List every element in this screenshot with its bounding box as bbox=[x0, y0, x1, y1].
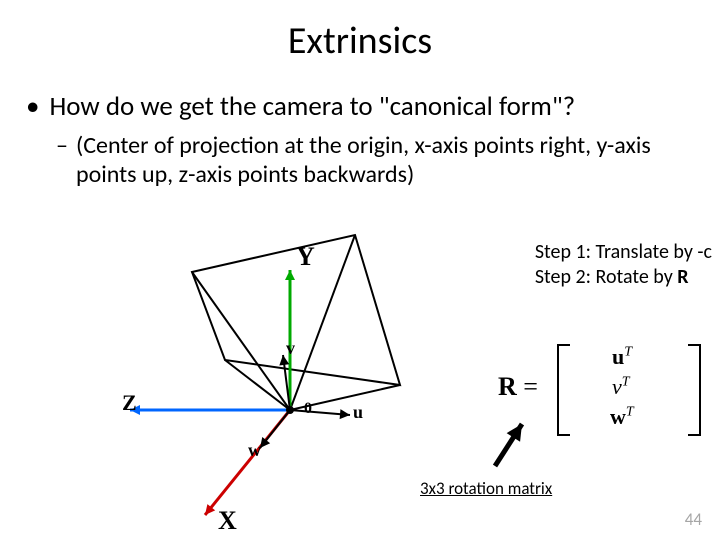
label-origin: 0 bbox=[304, 400, 312, 418]
label-Z: Z bbox=[122, 390, 137, 416]
vT-v: v bbox=[612, 374, 622, 399]
label-R-eq: R = bbox=[498, 372, 538, 402]
label-Y: Y bbox=[296, 242, 315, 272]
wT-w: w bbox=[610, 404, 626, 429]
R-letter: R bbox=[498, 372, 517, 401]
bullet-dot: • bbox=[26, 90, 39, 123]
step2-line: Step 2: Rotate by R bbox=[535, 265, 712, 290]
step1-text: Step 1: Translate by -c bbox=[535, 240, 712, 265]
label-X: X bbox=[218, 506, 237, 536]
matrix-row1: uT bbox=[612, 344, 632, 370]
steps-block: Step 1: Translate by -c Step 2: Rotate b… bbox=[535, 240, 712, 290]
vT-T: T bbox=[622, 375, 630, 390]
label-w: w bbox=[248, 440, 261, 461]
rotation-matrix-label: 3x3 rotation matrix bbox=[420, 478, 552, 499]
page-number: 44 bbox=[685, 509, 702, 530]
step2-R: R bbox=[677, 265, 688, 289]
matrix-row3: wT bbox=[610, 404, 634, 430]
bullet-sub-text: (Center of projection at the origin, x-a… bbox=[76, 131, 680, 189]
bullet-main-text: How do we get the camera to "canonical f… bbox=[49, 90, 575, 123]
bullet-dash: – bbox=[56, 131, 68, 189]
bullet-main: • How do we get the camera to "canonical… bbox=[26, 90, 694, 123]
step2-text: Step 2: Rotate by bbox=[535, 265, 677, 289]
matrix-row2: vT bbox=[612, 374, 630, 400]
label-u: u bbox=[353, 402, 363, 423]
label-v: v bbox=[286, 338, 295, 359]
uT-T: T bbox=[624, 345, 632, 360]
bullet-sub: – (Center of projection at the origin, x… bbox=[56, 131, 680, 189]
uT-u: u bbox=[612, 344, 624, 369]
wT-T: T bbox=[626, 405, 634, 420]
slide-title: Extrinsics bbox=[0, 0, 720, 64]
diagram-area: Step 1: Translate by -c Step 2: Rotate b… bbox=[0, 210, 720, 540]
